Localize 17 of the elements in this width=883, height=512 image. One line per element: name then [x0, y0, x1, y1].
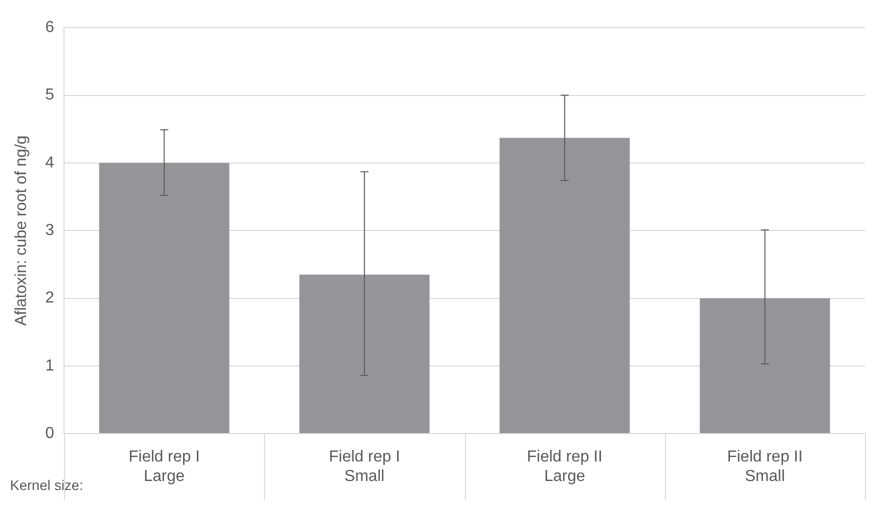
x-tick-label: Field rep II Small [727, 448, 803, 485]
y-tick-label: 5 [45, 86, 54, 104]
y-tick-label: 6 [45, 19, 54, 36]
x-tick-label: Field rep I Small [328, 448, 400, 485]
y-tick-label: 0 [45, 425, 54, 442]
bar [299, 274, 430, 434]
x-tick-label: Field rep I Large [128, 448, 200, 485]
bar [500, 138, 630, 434]
y-tick-label: 4 [45, 154, 54, 172]
y-tick-label: 1 [45, 357, 54, 374]
bar [99, 162, 230, 434]
bar [700, 298, 830, 434]
x-tick-label: Field rep II Large [526, 448, 602, 485]
text: Kernel size: [10, 476, 84, 493]
y-axis-title: Aflatoxin: cube root of ng/g [13, 135, 30, 326]
y-tick-label: 3 [45, 222, 54, 240]
y-tick-label: 2 [45, 290, 54, 307]
